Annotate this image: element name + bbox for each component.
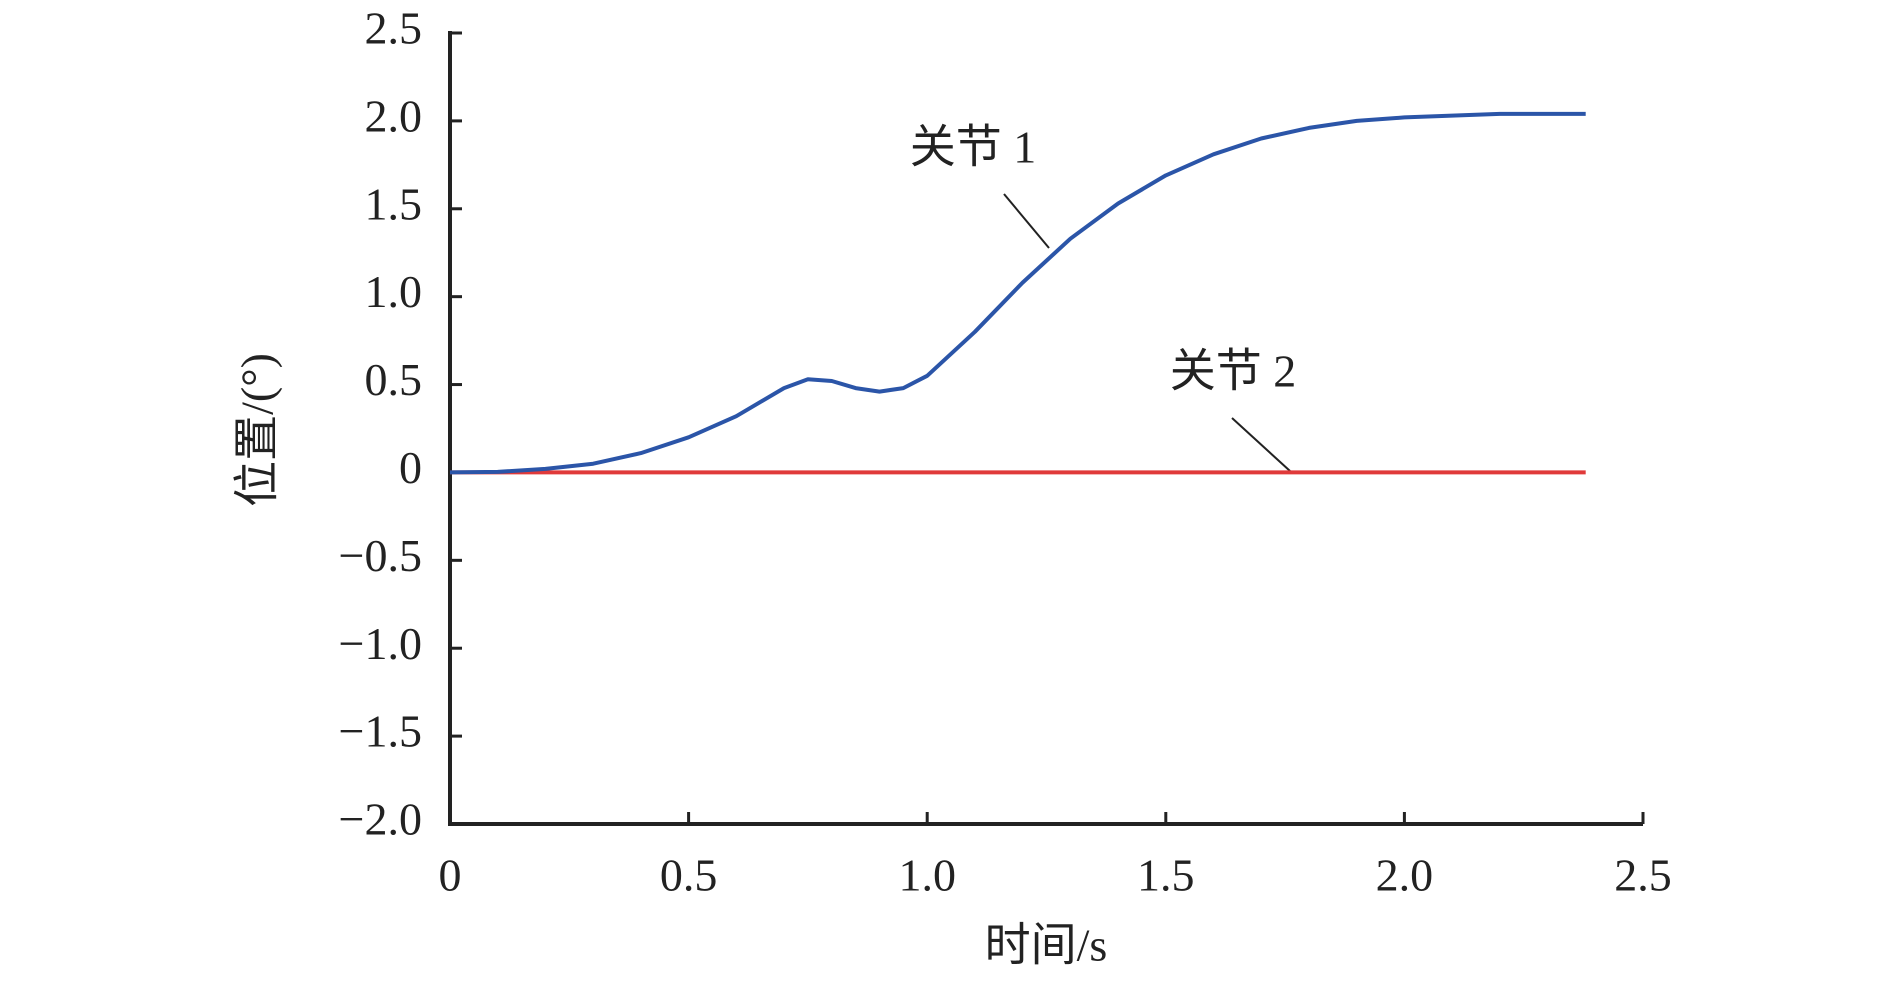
y-tick-label: −1.0	[339, 618, 422, 669]
x-tick-label: 2.5	[1614, 850, 1672, 901]
y-tick-label: 2.5	[365, 3, 423, 54]
y-tick-label: −2.0	[339, 794, 422, 845]
x-tick-label: 2.0	[1376, 850, 1434, 901]
x-tick-label: 1.5	[1137, 850, 1195, 901]
y-tick-label: 2.0	[365, 90, 423, 141]
y-tick-label: 0.5	[365, 354, 423, 405]
series-label: 关节 2	[1170, 346, 1297, 397]
series-label: 关节 1	[910, 122, 1037, 173]
x-tick-label: 1.0	[898, 850, 956, 901]
x-tick-label: 0.5	[660, 850, 718, 901]
series-line	[449, 111, 1586, 475]
y-tick-label: −1.5	[339, 706, 422, 757]
y-tick-label: −0.5	[339, 530, 422, 581]
annotation-leader	[1231, 417, 1291, 472]
annotation-leader	[1003, 193, 1050, 249]
y-tick-label: 1.0	[365, 266, 423, 317]
y-tick-label: 1.5	[365, 178, 423, 229]
x-tick-label: 0	[439, 850, 462, 901]
y-tick-label: 0	[399, 442, 422, 493]
x-axis-title: 时间/s	[985, 920, 1108, 971]
y-axis-title: 位置/(°)	[232, 353, 283, 507]
